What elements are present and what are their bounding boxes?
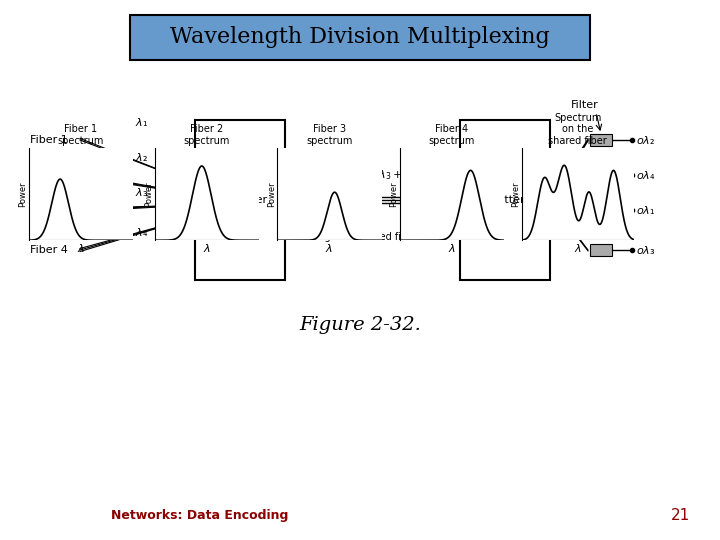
Text: Wavelength Division Multiplexing: Wavelength Division Multiplexing xyxy=(170,26,550,48)
Text: Figure 2-32.: Figure 2-32. xyxy=(299,316,421,334)
Bar xyxy=(590,204,612,216)
Y-axis label: Power: Power xyxy=(267,181,276,207)
Text: Networks: Data Encoding: Networks: Data Encoding xyxy=(112,509,289,522)
Text: 21: 21 xyxy=(671,508,690,523)
Text: $oλ₂$: $oλ₂$ xyxy=(636,134,655,146)
Text: Fiber 3: Fiber 3 xyxy=(30,205,68,215)
Y-axis label: Power: Power xyxy=(145,181,153,207)
Text: Fiber 2: Fiber 2 xyxy=(30,170,68,180)
Text: $λ₄$: $λ₄$ xyxy=(135,226,148,238)
Text: Spectrum
on the
shared fiber: Spectrum on the shared fiber xyxy=(549,113,607,146)
Bar xyxy=(460,120,550,280)
Y-axis label: Power: Power xyxy=(390,181,398,207)
Text: $oλ₁$: $oλ₁$ xyxy=(636,204,655,216)
Text: Fiber 4: Fiber 4 xyxy=(30,245,68,255)
Text: Splitter: Splitter xyxy=(485,195,526,205)
Bar xyxy=(130,15,590,60)
Text: Long-haul shared fiber: Long-haul shared fiber xyxy=(307,207,418,242)
Bar xyxy=(195,120,285,280)
Text: Filter: Filter xyxy=(571,100,599,110)
X-axis label: $\lambda$: $\lambda$ xyxy=(448,242,456,254)
Y-axis label: Power: Power xyxy=(19,181,27,207)
Text: $λ₁$: $λ₁$ xyxy=(135,116,148,128)
Text: Fiber 3
spectrum: Fiber 3 spectrum xyxy=(306,124,353,146)
Bar xyxy=(590,169,612,181)
X-axis label: $\lambda$: $\lambda$ xyxy=(574,242,582,254)
Text: Fiber 2
spectrum: Fiber 2 spectrum xyxy=(184,124,230,146)
Text: $λ₂$: $λ₂$ xyxy=(135,151,148,163)
X-axis label: $\lambda$: $\lambda$ xyxy=(203,242,211,254)
Text: $\lambda_1+\lambda_2+\lambda_3+\lambda_4$: $\lambda_1+\lambda_2+\lambda_3+\lambda_4… xyxy=(328,168,418,182)
Text: Fiber 1: Fiber 1 xyxy=(30,135,68,145)
Text: $oλ₃$: $oλ₃$ xyxy=(636,244,655,256)
Text: $oλ₄$: $oλ₄$ xyxy=(636,169,655,181)
Bar xyxy=(590,244,612,256)
Text: Fiber 1
spectrum: Fiber 1 spectrum xyxy=(58,124,104,146)
Text: Combiner: Combiner xyxy=(213,195,267,205)
Bar xyxy=(590,134,612,146)
X-axis label: $\lambda$: $\lambda$ xyxy=(77,242,85,254)
Y-axis label: Power: Power xyxy=(512,181,521,207)
X-axis label: $\lambda$: $\lambda$ xyxy=(325,242,333,254)
Text: Fiber 4
spectrum: Fiber 4 spectrum xyxy=(428,124,475,146)
Text: $λ₃$: $λ₃$ xyxy=(135,186,148,198)
